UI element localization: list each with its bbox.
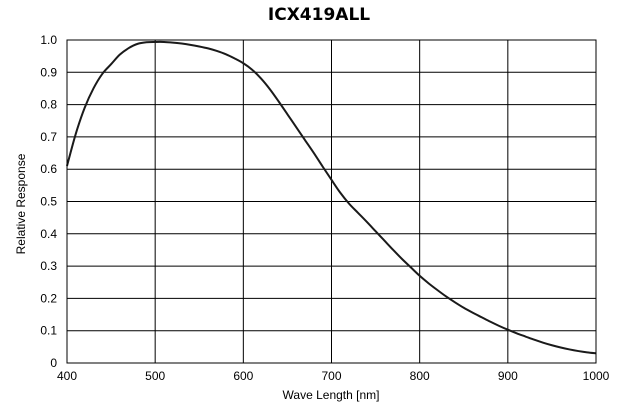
y-axis-label: Relative Response (14, 153, 28, 254)
y-tick-label: 0.2 (40, 291, 57, 305)
x-tick-label: 400 (57, 369, 77, 383)
series-layer (66, 40, 597, 355)
y-tick-label: 0 (50, 356, 57, 370)
x-tick-label: 800 (410, 369, 430, 383)
tick-labels: 400 500 600 700 800 900 1000 0 0.1 0.2 0.3 0.4 0.5 0.… (40, 33, 609, 383)
y-tick-label: 0.5 (40, 195, 57, 209)
y-tick-label: 1.0 (40, 33, 57, 47)
y-tick-label: 0.6 (40, 162, 57, 176)
y-tick-label: 0.3 (40, 259, 57, 273)
x-tick-label: 900 (498, 369, 518, 383)
grid (67, 40, 596, 363)
chart-title: ICX419ALL (268, 5, 370, 25)
x-tick-label: 500 (145, 369, 165, 383)
plot-frame (66, 39, 597, 364)
y-tick-label: 0.9 (40, 65, 57, 79)
y-tick-label: 0.4 (40, 227, 57, 241)
x-tick-label: 700 (321, 369, 341, 383)
y-tick-label: 0.1 (40, 324, 57, 338)
x-axis-label: Wave Length [nm] (283, 388, 380, 402)
x-tick-label: 1000 (583, 369, 610, 383)
y-tick-label: 0.7 (40, 130, 57, 144)
x-tick-label: 600 (233, 369, 253, 383)
response-curve (66, 40, 597, 355)
y-tick-label: 0.8 (40, 98, 57, 112)
